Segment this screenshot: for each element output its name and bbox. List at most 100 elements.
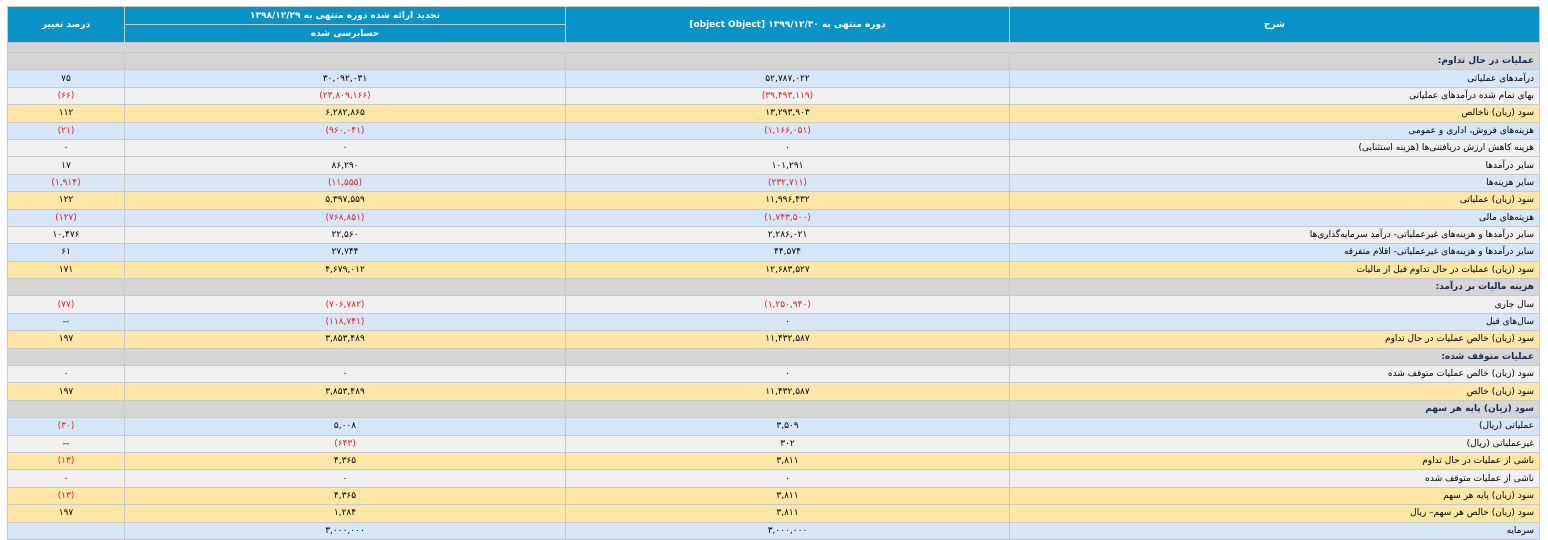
change-percent: ۱۷۱ [7, 260, 125, 280]
current-value: ۱۱,۴۳۲,۵۸۷ [565, 382, 1010, 401]
current-value: ۰ [565, 138, 1010, 158]
section-row: عملیات متوقف شده: [7, 347, 1540, 367]
current-value: (۱,۷۴۳,۵۰۰) [565, 208, 1010, 227]
current-value [565, 399, 1010, 419]
current-value: ۲,۲۸۶,۰۲۱ [565, 225, 1010, 245]
current-value [565, 51, 1010, 71]
change-percent: ۱۹۷ [7, 330, 125, 349]
table-header: شرح دوره منتهی به ۱۳۹۹/۱۲/۳۰ [object Obj… [7, 6, 1540, 43]
previous-value: ۰ [124, 138, 566, 158]
change-percent [7, 347, 125, 367]
row-label: سود (زیان) خالص هر سهم– ریال [1009, 504, 1540, 523]
previous-value: (۱۱۸,۷۴۱) [124, 312, 566, 332]
table-row: هزینه‌های فروش، اداری و عمومی (۱,۱۶۶,۰۵۱)… [7, 121, 1540, 140]
change-percent: (۱۲۷) [7, 208, 125, 227]
current-value: ۳۰۲ [565, 434, 1010, 453]
row-label: سود (زیان) خالص عملیات در حال تداوم [1009, 330, 1540, 349]
table-row: سود (زیان) خالص هر سهم– ریال ۳,۸۱۱ ۱,۲۸۴ ۱۹… [7, 504, 1540, 523]
previous-value [124, 399, 566, 419]
previous-value: (۲۳,۸۰۹,۱۶۶) [124, 86, 566, 106]
previous-value [124, 51, 566, 71]
row-label: بهای تمام شده درآمدهای عملیاتی [1009, 86, 1540, 106]
table-row: سود (زیان) خالص عملیات متوقف شده ۰ ۰ ۰ [7, 365, 1540, 384]
table-row: سال‌های قبل ۰ (۱۱۸,۷۴۱) -- [7, 312, 1540, 332]
change-percent: -- [7, 434, 125, 453]
header-change-percent: درصد تغییر [7, 6, 125, 43]
change-percent: ۱۹۷ [7, 382, 125, 401]
row-label: سال‌های قبل [1009, 312, 1540, 332]
change-percent: ۰ [7, 365, 125, 384]
section-row: سود (زیان) پایه هر سهم [7, 399, 1540, 419]
table-row: سود (زیان) عملیات در حال تداوم قبل از ما… [7, 260, 1540, 280]
current-value: (۳۹,۴۹۳,۱۱۹) [565, 86, 1010, 106]
previous-value: (۷۶۸,۸۵۱) [124, 208, 566, 227]
previous-value: ۳۰,۰۹۲,۰۳۱ [124, 69, 566, 88]
previous-value: ۴,۳۶۵ [124, 451, 566, 471]
header-current-period: دوره منتهی به ۱۳۹۹/۱۲/۳۰ [object Object] [565, 6, 1010, 43]
row-label: سود (زیان) خالص [1009, 382, 1540, 401]
current-value: (۱,۱۶۶,۰۵۱) [565, 121, 1010, 140]
current-value: ۱۲,۶۸۳,۵۲۷ [565, 260, 1010, 280]
table-row: سود (زیان) عملیاتی ۱۱,۹۹۶,۴۳۲ ۵,۳۹۷,۵۵۹ ۱۲۲ [7, 191, 1540, 210]
current-value: ۱۱,۹۹۶,۴۳۲ [565, 191, 1010, 210]
row-label: سایر درآمدها و هزینه‌های غیرعملیاتی- اقل… [1009, 243, 1540, 262]
row-label: سرمایه [1009, 521, 1540, 540]
header-previous-period: تجدید ارائه شده دوره منتهی به ۱۳۹۸/۱۲/۲۹ [124, 6, 566, 25]
change-percent: ۶۱ [7, 243, 125, 262]
income-statement-table: شرح دوره منتهی به ۱۳۹۹/۱۲/۳۰ [object Obj… [7, 6, 1540, 540]
row-label: ناشی از عملیات در حال تداوم [1009, 451, 1540, 471]
row-label: سود (زیان) عملیات در حال تداوم قبل از ما… [1009, 260, 1540, 280]
change-percent: (۶۶) [7, 86, 125, 106]
table-row: سود (زیان) خالص عملیات در حال تداوم ۱۱,۴۳… [7, 330, 1540, 349]
previous-value: (۶۴۳) [124, 434, 566, 453]
previous-value: ۴,۶۷۹,۰۱۲ [124, 260, 566, 280]
previous-value: ۶,۲۸۲,۸۶۵ [124, 104, 566, 123]
table-row: سایر هزینه‌ها (۲۳۲,۷۱۱) (۱۱,۵۵۵) (۱,۹۱۴) [7, 173, 1540, 193]
table-row: ناشی از عملیات متوقف شده ۰ ۰ ۰ [7, 469, 1540, 488]
table-row: بهای تمام شده درآمدهای عملیاتی (۳۹,۴۹۳,۱۱… [7, 86, 1540, 106]
row-label: سود (زیان) پایه هر سهم [1009, 399, 1540, 419]
table-row: سایر درآمدها و هزینه‌های غیرعملیاتی- اقل… [7, 243, 1540, 262]
current-value [565, 278, 1010, 297]
table-row: عملیاتی (ریال) ۳,۵۰۹ ۵,۰۰۸ (۳۰) [7, 417, 1540, 436]
previous-value: ۲۷,۷۴۴ [124, 243, 566, 262]
change-percent: (۲۱) [7, 121, 125, 140]
row-label: سال جاری [1009, 295, 1540, 314]
current-value: ۳,۵۰۹ [565, 417, 1010, 436]
row-label: هزینه‌های مالی [1009, 208, 1540, 227]
header-previous-audited: حسابرسی شده [124, 24, 566, 43]
previous-value: ۸۶,۲۹۰ [124, 156, 566, 175]
previous-value: ۰ [124, 469, 566, 488]
current-value: (۲۳۲,۷۱۱) [565, 173, 1010, 193]
table-row: هزینه کاهش ارزش دریافتنی‌ها (هزینه استثن… [7, 138, 1540, 158]
current-value: ۳,۰۰۰,۰۰۰ [565, 521, 1010, 540]
current-value: ۰ [565, 365, 1010, 384]
table-row: سال جاری (۱,۲۵۰,۹۴۰) (۷۰۶,۷۸۲) (۷۷) [7, 295, 1540, 314]
previous-value: ۰ [124, 365, 566, 384]
change-percent: (۱۳) [7, 486, 125, 506]
current-value: ۰ [565, 469, 1010, 488]
change-percent: (۱۳) [7, 451, 125, 471]
current-value: ۱۰۱,۲۹۱ [565, 156, 1010, 175]
row-label: غیرعملیاتی (ریال) [1009, 434, 1540, 453]
change-percent: ۱۲۲ [7, 191, 125, 210]
change-percent [7, 399, 125, 419]
change-percent: ۰ [7, 469, 125, 488]
previous-value: ۵,۰۰۸ [124, 417, 566, 436]
row-label: سود (زیان) ناخالص [1009, 104, 1540, 123]
change-percent: (۱,۹۱۴) [7, 173, 125, 193]
current-value: ۱۳,۲۹۳,۹۰۳ [565, 104, 1010, 123]
row-label: درآمدهای عملیاتی [1009, 69, 1540, 88]
row-label: هزینه‌های فروش، اداری و عمومی [1009, 121, 1540, 140]
row-label: سایر درآمدها و هزینه‌های غیرعملیاتی- درآ… [1009, 225, 1540, 245]
change-percent: ۱۰,۴۷۶ [7, 225, 125, 245]
current-value: ۳,۸۱۱ [565, 451, 1010, 471]
table-row: هزینه‌های مالی (۱,۷۴۳,۵۰۰) (۷۶۸,۸۵۱) (۱۲۷) [7, 208, 1540, 227]
row-label: هزینه مالیات بر درآمد: [1009, 278, 1540, 297]
table-row: سایر درآمدها و هزینه‌های غیرعملیاتی- درآ… [7, 225, 1540, 245]
change-percent: ۱۱۲ [7, 104, 125, 123]
header-description: شرح [1009, 6, 1540, 43]
row-label: سایر هزینه‌ها [1009, 173, 1540, 193]
change-percent: ۰ [7, 138, 125, 158]
row-label: ناشی از عملیات متوقف شده [1009, 469, 1540, 488]
